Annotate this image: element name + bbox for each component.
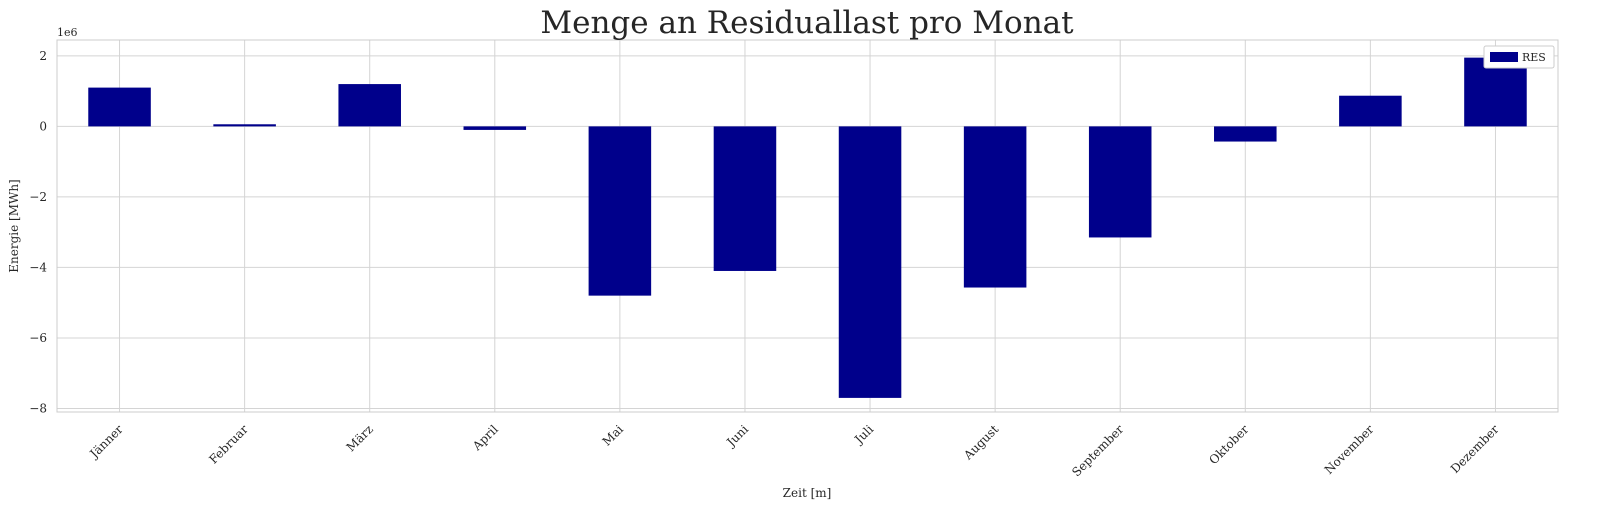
bar-juli [838,126,902,398]
x-tick-label: Juni [723,422,751,450]
bar-oktober [1214,126,1277,142]
x-tick-label: Jänner [86,422,126,462]
legend-label-res: RES [1522,51,1546,64]
y-tick-label: 0 [39,119,47,133]
x-tick-label: Juli [851,422,877,448]
y-tick-label: 2 [39,49,47,63]
x-tick-label: Februar [206,422,251,467]
x-tick-label: März [344,422,376,454]
bar-märz [338,84,401,127]
x-tick-labels: Jänner Februar März April Mai Juni Juli August S… [86,422,1502,479]
bar-november [1339,95,1402,127]
y-tick-label: −4 [29,260,47,274]
bar-juni [713,126,777,271]
x-tick-label: September [1069,422,1126,479]
bar-april [463,126,527,130]
y-tick-labels: 2 0 −2 −4 −6 −8 [29,49,47,416]
legend: RES [1483,45,1555,69]
bar-august [963,126,1027,288]
y-offset-label: 1e6 [57,26,78,39]
legend-swatch-res [1490,52,1518,62]
x-tick-label: Oktober [1206,422,1251,467]
grid-layer [57,40,1558,412]
bars-layer [88,57,1527,398]
y-tick-label: −2 [29,190,47,204]
x-tick-label: August [960,422,1001,463]
bar-februar [213,124,276,127]
x-tick-label: Dezember [1448,422,1502,476]
x-tick-label: Mai [600,422,626,448]
chart-title: Menge an Residuallast pro Monat [540,5,1074,41]
y-axis-label: Energie [MWh] [7,179,21,272]
x-axis-label: Zeit [m] [783,486,832,500]
bar-mai [588,126,652,296]
bar-dezember [1464,57,1527,127]
y-tick-label: −6 [29,331,47,345]
legend-box [1483,45,1555,69]
y-tick-label: −8 [29,401,47,415]
bar-jänner [88,87,151,127]
x-tick-label: November [1322,422,1377,477]
bar-september [1088,126,1152,238]
x-tick-label: April [469,422,501,454]
plot-frame [56,39,1559,413]
